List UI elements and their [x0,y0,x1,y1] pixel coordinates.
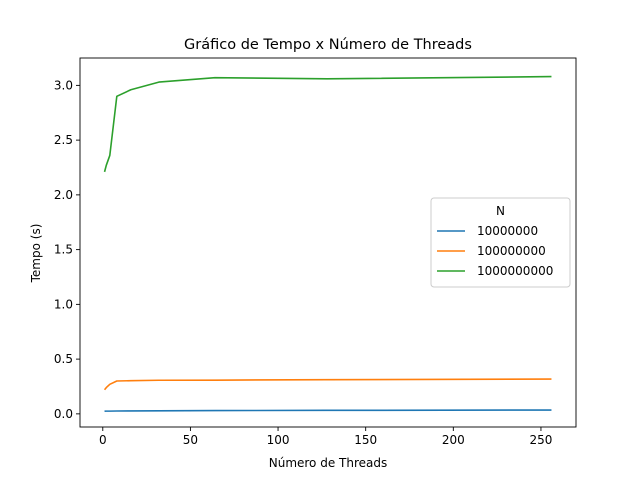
legend-box [430,197,571,288]
y-tick-label: 1.5 [54,243,73,257]
plot-frame [79,57,577,428]
plot-area [79,57,577,428]
y-tick-label: 2.5 [54,133,73,147]
legend-label-2: 100000000 [477,244,546,258]
x-tick-label: 50 [183,433,198,447]
x-axis: 0 50 100 150 200 250 [99,427,552,447]
y-tick-label: 0.5 [54,352,73,366]
x-tick-label: 250 [529,433,552,447]
x-tick-label: 150 [354,433,377,447]
y-tick-label: 1.0 [54,297,73,311]
legend-label-1: 10000000 [477,224,538,238]
y-tick-label: 2.0 [54,188,73,202]
y-tick-label: 3.0 [54,78,73,92]
series-line-2 [103,378,552,391]
legend-label-3: 1000000000 [477,264,553,278]
y-axis: 0.0 0.5 1.0 1.5 2.0 2.5 3.0 [54,78,80,421]
legend: N 10000000 100000000 1000000000 [430,197,571,288]
x-tick-label: 100 [267,433,290,447]
series-line-3 [103,75,552,173]
x-axis-label: Número de Threads [269,456,388,470]
x-tick-label: 200 [442,433,465,447]
legend-title: N [496,204,505,218]
y-axis-label: Tempo (s) [29,224,43,284]
chart-title: Gráfico de Tempo x Número de Threads [184,37,472,53]
y-tick-label: 0.0 [54,407,73,421]
x-tick-label: 0 [99,433,107,447]
series-line-1 [104,409,552,413]
